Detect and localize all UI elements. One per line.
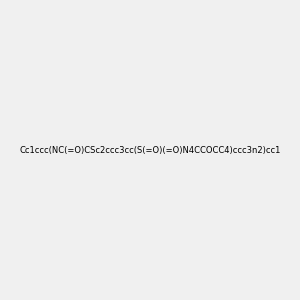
Text: Cc1ccc(NC(=O)CSc2ccc3cc(S(=O)(=O)N4CCOCC4)ccc3n2)cc1: Cc1ccc(NC(=O)CSc2ccc3cc(S(=O)(=O)N4CCOCC… (19, 146, 281, 154)
